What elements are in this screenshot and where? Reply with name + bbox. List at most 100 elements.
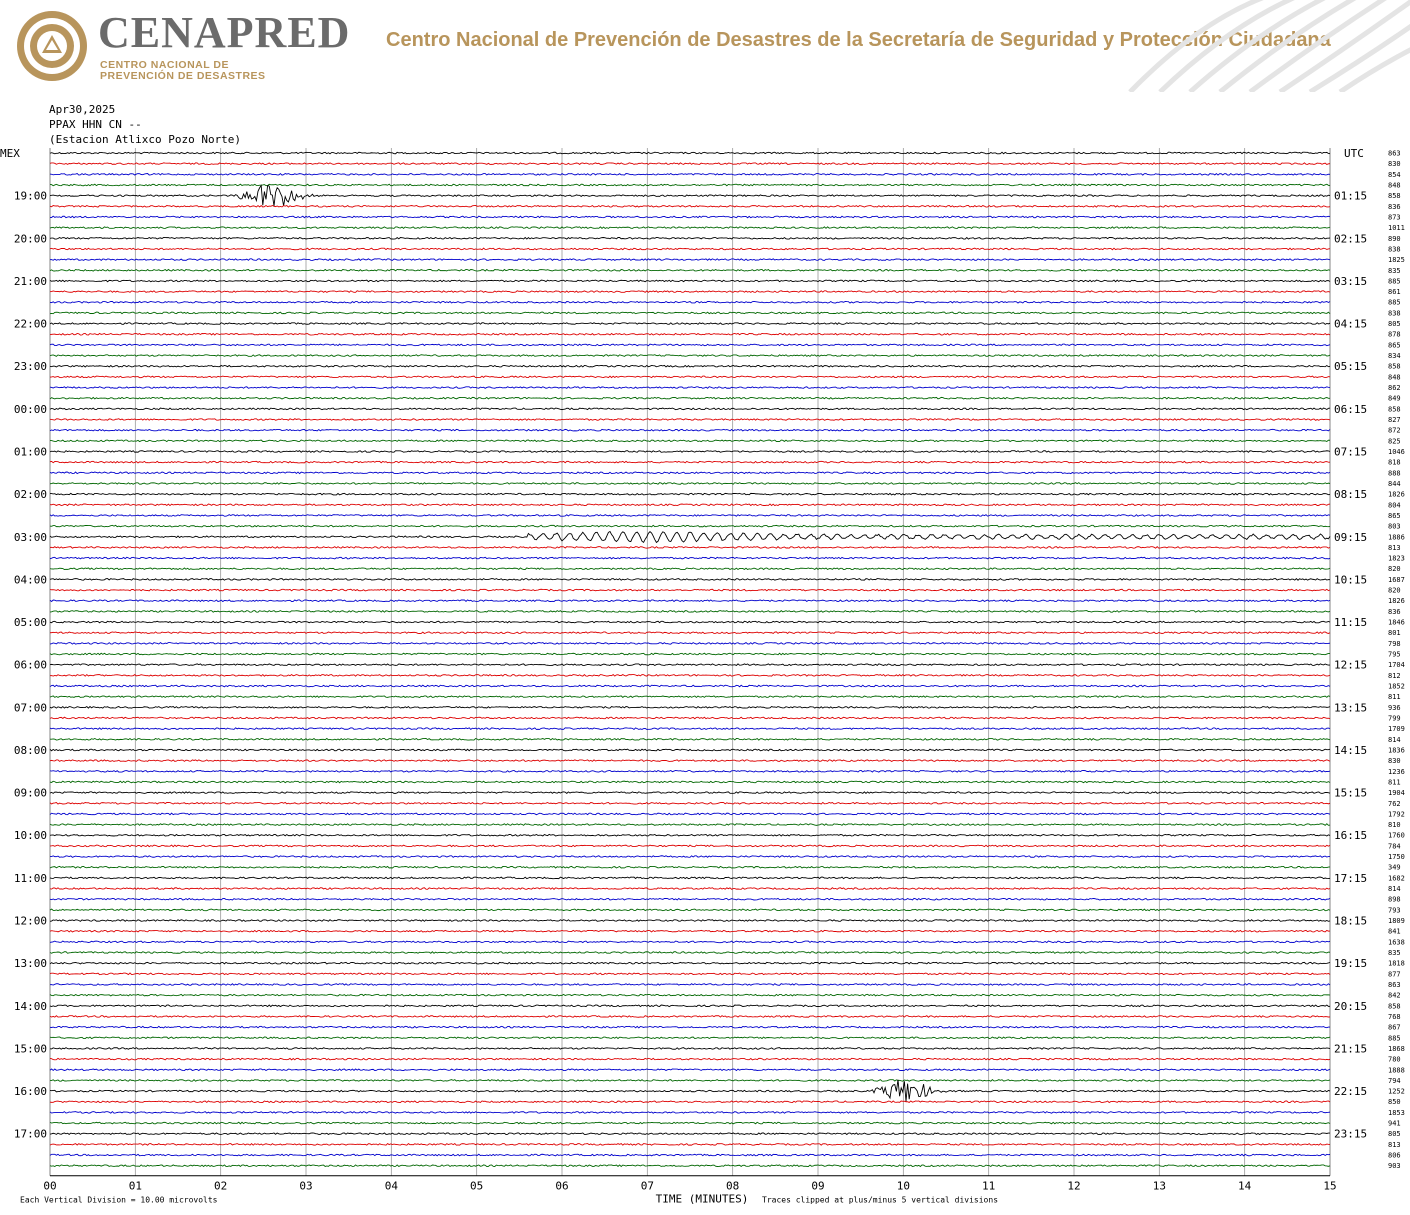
utc-time-label: 07:15 bbox=[1334, 445, 1367, 458]
trace-line bbox=[49, 1057, 1331, 1061]
helicorder-chart: Apr30,2025 PPAX HHN CN -- (Estacion Atlixc… bbox=[0, 103, 1405, 1206]
mex-time-label: 06:00 bbox=[14, 659, 47, 672]
mex-time-label: 03:00 bbox=[14, 531, 47, 544]
utc-time-label: 16:15 bbox=[1334, 829, 1367, 842]
row-value-label: 793 bbox=[1388, 906, 1401, 914]
header-title: Centro Nacional de Prevención de Desastr… bbox=[386, 29, 1331, 51]
trace-line bbox=[49, 631, 1331, 635]
row-value-label: 848 bbox=[1388, 181, 1401, 189]
brand-name: CENAPRED bbox=[98, 8, 351, 57]
trace-line bbox=[49, 876, 1331, 880]
row-value-label: 805 bbox=[1388, 320, 1401, 328]
trace-line bbox=[49, 428, 1331, 432]
row-value-label: 1792 bbox=[1388, 810, 1405, 818]
utc-time-label: 05:15 bbox=[1334, 360, 1367, 373]
row-value-label: 1852 bbox=[1388, 683, 1405, 691]
row-value-label: 814 bbox=[1388, 736, 1401, 744]
row-value-label: 762 bbox=[1388, 800, 1401, 808]
x-tick-label: 08 bbox=[726, 1180, 739, 1193]
row-value-label: 1836 bbox=[1388, 746, 1405, 754]
row-value-label: 1868 bbox=[1388, 1045, 1405, 1053]
row-value-label: 890 bbox=[1388, 235, 1401, 243]
row-value-label: 1825 bbox=[1388, 256, 1405, 264]
row-value-label: 803 bbox=[1388, 523, 1401, 531]
utc-time-label: 13:15 bbox=[1334, 701, 1367, 714]
x-tick-label: 03 bbox=[299, 1180, 312, 1193]
row-value-label: 842 bbox=[1388, 992, 1401, 1000]
row-value-label: 835 bbox=[1388, 267, 1401, 275]
trace-line bbox=[49, 620, 1331, 624]
trace-line bbox=[49, 780, 1331, 784]
trace-line bbox=[49, 1079, 1331, 1082]
trace-line bbox=[49, 1079, 1331, 1102]
mex-time-label: 10:00 bbox=[14, 829, 47, 842]
trace-line bbox=[49, 1110, 1331, 1114]
x-tick-label: 05 bbox=[470, 1180, 483, 1193]
trace-line bbox=[49, 162, 1331, 166]
x-tick-label: 15 bbox=[1323, 1180, 1336, 1193]
brand-subtitle-line1: CENTRO NACIONAL DE bbox=[100, 59, 229, 71]
x-tick-label: 13 bbox=[1153, 1180, 1166, 1193]
row-value-label: 898 bbox=[1388, 896, 1401, 904]
row-value-label: 806 bbox=[1388, 1152, 1401, 1160]
utc-time-label: 03:15 bbox=[1334, 275, 1367, 288]
row-value-label: 888 bbox=[1388, 469, 1401, 477]
row-value-label: 801 bbox=[1388, 629, 1401, 637]
row-value-label: 1818 bbox=[1388, 960, 1405, 968]
row-value-label: 872 bbox=[1388, 427, 1401, 435]
trace-line bbox=[49, 1153, 1331, 1157]
mex-time-label: 11:00 bbox=[14, 872, 47, 885]
row-value-label: 1823 bbox=[1388, 555, 1405, 563]
trace-line bbox=[49, 460, 1331, 464]
trace-line bbox=[49, 759, 1331, 762]
trace-line bbox=[49, 268, 1331, 272]
row-value-label: 1886 bbox=[1388, 533, 1405, 541]
utc-time-label: 04:15 bbox=[1334, 318, 1367, 331]
row-value-label: 830 bbox=[1388, 160, 1401, 168]
mex-time-label: 16:00 bbox=[14, 1085, 47, 1098]
row-value-label: 836 bbox=[1388, 608, 1401, 616]
row-value-label: 1888 bbox=[1388, 1066, 1405, 1074]
row-value-label: 836 bbox=[1388, 203, 1401, 211]
trace-line bbox=[49, 375, 1331, 379]
trace-line bbox=[49, 993, 1331, 997]
utc-time-label: 23:15 bbox=[1334, 1128, 1367, 1141]
row-value-label: 349 bbox=[1388, 864, 1401, 872]
row-value-label: 1687 bbox=[1388, 576, 1405, 584]
trace-line bbox=[49, 897, 1331, 901]
mex-time-label: 12:00 bbox=[14, 915, 47, 928]
trace-line bbox=[49, 1047, 1331, 1050]
row-value-label: 848 bbox=[1388, 373, 1401, 381]
row-value-label: 861 bbox=[1388, 288, 1401, 296]
trace-line bbox=[49, 236, 1331, 240]
trace-line bbox=[49, 769, 1331, 773]
row-value-label: 838 bbox=[1388, 245, 1401, 253]
mex-time-label: 13:00 bbox=[14, 957, 47, 970]
trace-line bbox=[49, 184, 1331, 207]
row-value-label: 830 bbox=[1388, 757, 1401, 765]
station-info: Apr30,2025 PPAX HHN CN -- (Estacion Atlixc… bbox=[49, 103, 241, 146]
row-value-label: 1682 bbox=[1388, 874, 1405, 882]
trace-line bbox=[49, 1164, 1331, 1168]
row-value-label: 834 bbox=[1388, 352, 1401, 360]
decorative-pattern-icon bbox=[1128, 0, 1410, 92]
x-tick-label: 06 bbox=[555, 1180, 568, 1193]
trace-line bbox=[49, 801, 1331, 805]
row-value-label: 844 bbox=[1388, 480, 1401, 488]
trace-line bbox=[49, 1025, 1331, 1029]
row-value-label: 1826 bbox=[1388, 597, 1405, 605]
row-value-label: 885 bbox=[1388, 277, 1401, 285]
trace-line bbox=[49, 247, 1331, 251]
trace-line bbox=[49, 855, 1331, 858]
row-value-label: 858 bbox=[1388, 1002, 1401, 1010]
trace-line bbox=[49, 311, 1331, 315]
trace-line bbox=[49, 599, 1331, 603]
row-value-label: 858 bbox=[1388, 192, 1401, 200]
row-value-label: 862 bbox=[1388, 384, 1401, 392]
mex-time-label: 08:00 bbox=[14, 744, 47, 757]
trace-line bbox=[49, 151, 1331, 155]
trace-line bbox=[49, 695, 1331, 699]
x-tick-label: 09 bbox=[811, 1180, 824, 1193]
mex-time-label: 02:00 bbox=[14, 488, 47, 501]
row-value-label: 1846 bbox=[1388, 619, 1405, 627]
